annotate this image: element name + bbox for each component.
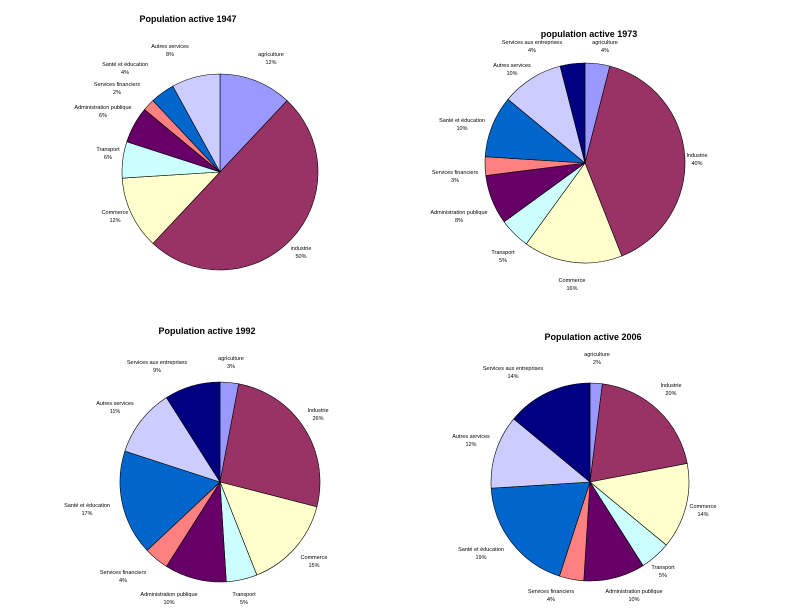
pie-chart-3: Population active 1992 agriculture 3% Indus… [64,326,328,606]
slice-indus [584,65,686,257]
slice-label-comm: Commerce [559,278,586,284]
slice-percent-trans: 5% [499,258,507,264]
slice-label-autres: Autres services [452,434,490,440]
slice-percent-fin: 4% [547,597,555,603]
slice-indus [152,100,319,271]
slice-label-ent: Services aux entreprises [127,360,187,366]
slice-percent-admin: 6% [99,113,107,119]
slice-percent-trans: 5% [240,600,248,606]
slice-comm [525,162,623,264]
slice-percent-comm: 16% [566,286,577,292]
slice-ent [559,62,586,164]
slice-percent-autres: 11% [110,409,121,415]
slice-comm [121,171,221,244]
slice-label-indus: Industrie [660,383,681,389]
slice-percent-agri: 4% [601,48,609,54]
chart-title: Population active 2006 [544,332,641,342]
slice-comm [219,481,318,576]
slice-autres [172,73,221,173]
slice-percent-fin: 2% [113,90,121,96]
slice-indus [219,383,321,508]
slice-sante [490,481,591,577]
slice-percent-trans: 5% [659,573,667,579]
slice-percent-indus: 26% [312,416,323,422]
pie-chart-4: Population active 2006 agriculture 2% Indus… [452,332,716,603]
slice-autres [490,418,591,489]
slice-label-trans: Transport [651,565,675,571]
slice-sante [119,450,221,551]
slice-label-agri: agriculture [592,40,618,46]
slice-percent-fin: 3% [451,178,459,184]
slice-label-agri: agriculture [258,52,284,58]
slice-percent-autres: 8% [166,52,174,58]
slice-percent-ent: 14% [507,374,518,380]
slice-label-autres: Autres services [493,63,531,69]
slice-percent-ent: 9% [153,368,161,374]
slice-label-autres: Autres services [151,44,189,50]
slice-percent-autres: 12% [465,442,476,448]
slice-percent-autres: 10% [506,71,517,77]
slice-label-sante: Santé et éducation [64,503,110,509]
slice-percent-comm: 15% [308,563,319,569]
slice-comm [589,463,690,546]
slice-percent-ent: 4% [528,48,536,54]
slice-label-fin: Services financiers [100,570,146,576]
slice-label-agri: agriculture [218,356,244,362]
slice-ent [166,381,221,484]
slice-label-ent: Services aux entreprises [483,366,543,372]
slice-label-sante: Santé et éducation [102,62,148,68]
slice-label-fin: Services financiers [94,82,140,88]
chart-title: population active 1973 [541,29,638,39]
slice-percent-comm: 14% [697,512,708,518]
slice-percent-sante: 10% [456,126,467,132]
slice-percent-indus: 40% [691,161,702,167]
slice-percent-indus: 20% [665,391,676,397]
slice-percent-comm: 12% [109,218,120,224]
slice-percent-sante: 4% [121,70,129,76]
slice-indus [589,383,688,483]
slice-percent-sante: 19% [475,555,486,561]
slice-label-indus: industrie [291,246,312,252]
slice-label-admin: Administration publique [605,589,662,595]
slice-percent-agri: 12% [265,60,276,66]
slice-label-sante: Santé et éducation [439,118,485,124]
slice-label-agri: agriculture [584,352,610,358]
slice-label-admin: Administration publique [140,592,197,598]
slice-percent-admin: 8% [455,218,463,224]
slice-label-fin: Services financiers [432,170,478,176]
slice-label-trans: Transport [491,250,515,256]
slice-label-admin: Administration publique [74,105,131,111]
slice-label-trans: Transport [96,147,120,153]
slice-ent [513,382,591,483]
slice-agri [219,73,288,173]
slice-label-autres: Autres services [96,401,134,407]
slice-label-ent: Services aux entreprises [502,40,562,46]
slice-label-sante: Santé et éducation [458,547,504,553]
slice-percent-agri: 2% [593,360,601,366]
chart-title: Population active 1992 [158,326,255,336]
slice-percent-agri: 3% [227,364,235,370]
slice-label-indus: Industrie [307,408,328,414]
slice-percent-admin: 10% [628,597,639,603]
slice-label-trans: Transport [232,592,256,598]
slice-percent-admin: 10% [163,600,174,606]
pie-chart-1: Population active 1947 agriculture 12% indu… [74,14,319,271]
slice-percent-indus: 50% [295,254,306,260]
slice-label-fin: Services financiers [528,589,574,595]
slice-percent-sante: 17% [81,511,92,517]
slice-label-comm: Commerce [301,555,328,561]
chart-title: Population active 1947 [139,14,236,24]
slice-percent-fin: 4% [119,578,127,584]
slice-label-admin: Administration publique [430,210,487,216]
slice-label-comm: Commerce [690,504,717,510]
slice-percent-trans: 6% [104,155,112,161]
slice-autres [124,397,221,483]
slice-label-comm: Commerce [102,210,129,216]
slice-label-indus: Industrie [686,153,707,159]
